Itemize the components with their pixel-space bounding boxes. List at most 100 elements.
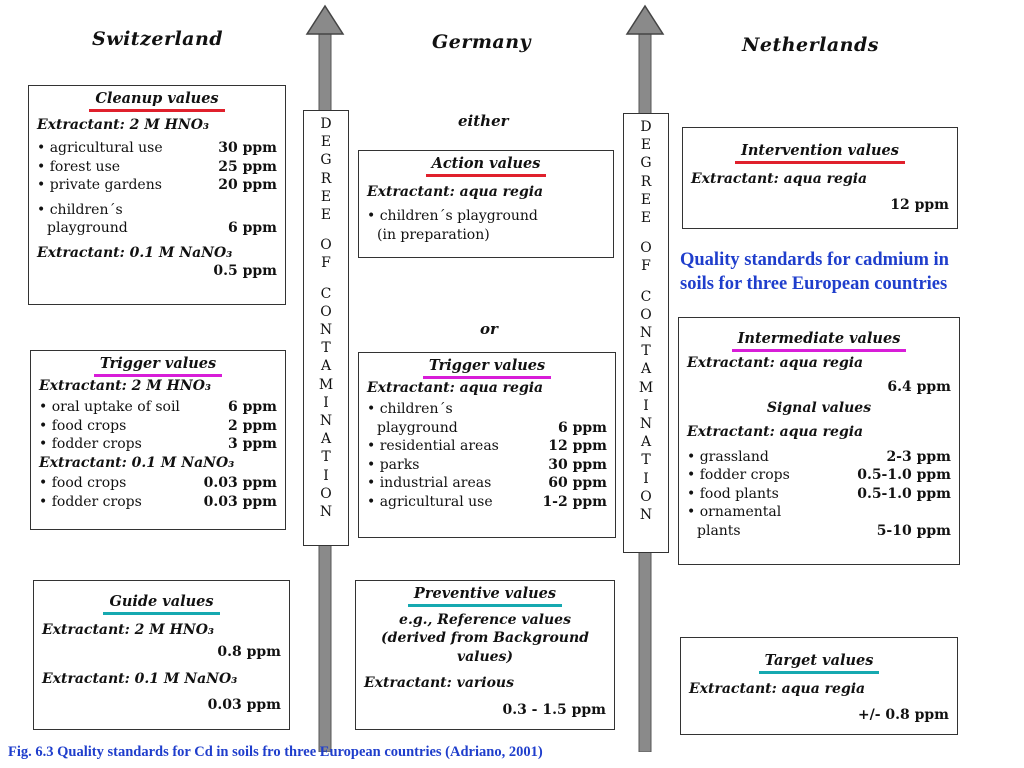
preventive-desc-3: values)	[456, 648, 514, 665]
germany-trigger-box: Trigger values Extractant: aqua regia • …	[358, 352, 616, 538]
netherlands-intermediate-box: Intermediate values Extractant: aqua reg…	[678, 317, 960, 565]
list-item: • parks 30 ppm	[367, 456, 607, 473]
list-item: • food crops 0.03 ppm	[39, 475, 277, 491]
action-item-line-2: (in preparation)	[377, 226, 490, 243]
list-item: • agricultural use 1-2 ppm	[367, 493, 607, 510]
axis-letter: T	[321, 340, 331, 357]
netherlands-target-box: Target values Extractant: aqua regia +/-…	[680, 637, 958, 735]
guide-value-2: 0.03 ppm	[207, 697, 281, 713]
axis-letter: G	[640, 155, 652, 172]
signal-extractant: Extractant: aqua regia	[687, 424, 864, 440]
axis-letter: I	[323, 394, 329, 411]
cleanup-extractant-1: Extractant: 2 M HNO₃	[37, 116, 210, 133]
country-switzerland: Switzerland	[92, 28, 224, 50]
axis-letter: O	[320, 237, 332, 254]
list-item: • grassland 2-3 ppm	[687, 448, 951, 465]
switzerland-cleanup-box: Cleanup values Extractant: 2 M HNO₃ • ag…	[28, 85, 286, 305]
axis-letter: F	[641, 258, 651, 275]
target-value: +/- 0.8 ppm	[857, 707, 949, 723]
list-item: • fodder crops 0.03 ppm	[39, 493, 277, 510]
list-item: • residential areas 12 ppm	[367, 438, 607, 454]
guide-extractant-2: Extractant: 0.1 M NaNO₃	[42, 670, 238, 687]
axis-letter	[304, 224, 348, 236]
list-item: • agricultural use 30 ppm	[37, 140, 277, 156]
axis-letter: O	[640, 240, 652, 257]
action-extractant: Extractant: aqua regia	[367, 183, 544, 200]
axis-letter: E	[320, 134, 332, 151]
intervention-title: Intervention values	[735, 142, 905, 164]
axis-letter: A	[320, 431, 332, 448]
axis-letter: C	[640, 288, 652, 305]
trigger-extractant-2: Extractant: 0.1 M NaNO₃	[39, 454, 235, 471]
axis-letter: N	[639, 325, 653, 342]
germany-preventive-box: Preventive values e.g., Reference values…	[355, 580, 615, 730]
trigger-title: Trigger values	[93, 355, 223, 377]
intermediate-value: 6.4 ppm	[887, 379, 951, 395]
axis-letter: O	[320, 303, 332, 320]
netherlands-intervention-box: Intervention values Extractant: aqua reg…	[682, 127, 958, 229]
axis-letter: G	[320, 152, 332, 169]
country-germany: Germany	[432, 31, 532, 53]
axis-letter: A	[320, 358, 332, 375]
axis-letter	[624, 276, 668, 288]
axis-letter: O	[640, 306, 652, 323]
list-item: • oral uptake of soil 6 ppm	[39, 399, 277, 415]
axis-letter: N	[319, 413, 333, 430]
intermediate-title: Intermediate values	[731, 330, 907, 352]
germany-action-box: Action values Extractant: aqua regia • c…	[358, 150, 614, 258]
guide-title: Guide values	[103, 593, 220, 615]
axis-letter: R	[640, 173, 652, 190]
axis-letter: I	[323, 467, 329, 484]
axis-letter: N	[319, 322, 333, 339]
intervention-extractant: Extractant: aqua regia	[691, 170, 868, 187]
axis-letter: A	[640, 361, 652, 378]
guide-extractant-1: Extractant: 2 M HNO₃	[42, 621, 215, 638]
guide-value-1: 0.8 ppm	[217, 644, 281, 660]
germany-trigger-title: Trigger values	[422, 357, 552, 379]
axis-letter: I	[643, 470, 649, 487]
list-item: • fodder crops 0.5-1.0 ppm	[687, 467, 951, 483]
axis-letter: D	[640, 119, 652, 135]
axis-letter: A	[640, 434, 652, 451]
axis-letter: R	[320, 170, 332, 187]
axis-letter: I	[643, 397, 649, 414]
list-item: • fodder crops 3 ppm	[39, 436, 277, 452]
list-item: • children´s playground 6 ppm	[367, 401, 607, 436]
axis-letter: E	[640, 191, 652, 208]
germany-trigger-extractant: Extractant: aqua regia	[367, 379, 544, 396]
connector-or: or	[480, 320, 498, 338]
cleanup-value-2: 0.5 ppm	[213, 263, 277, 279]
axis-letter: D	[320, 116, 332, 132]
axis-letter: N	[319, 504, 333, 521]
axis-letter: E	[320, 188, 332, 205]
preventive-title: Preventive values	[407, 585, 563, 607]
list-item: • private gardens 20 ppm	[37, 177, 277, 193]
switzerland-guide-box: Guide values Extractant: 2 M HNO₃ 0.8 pp…	[33, 580, 290, 730]
axis-letter: N	[639, 507, 653, 524]
axis-letter: E	[640, 137, 652, 154]
axis-letter: F	[321, 255, 331, 272]
preventive-value: 0.3 - 1.5 ppm	[502, 701, 606, 718]
action-item-line-1: • children´s playground	[367, 208, 538, 224]
target-extractant: Extractant: aqua regia	[689, 680, 866, 697]
axis-letter: T	[321, 449, 331, 466]
intermediate-extractant: Extractant: aqua regia	[687, 354, 864, 371]
axis-letter: O	[640, 488, 652, 505]
list-item: • ornamental plants 5-10 ppm	[687, 504, 951, 539]
axis-letter: M	[318, 376, 334, 393]
preventive-extractant: Extractant: various	[364, 675, 514, 691]
trigger-extractant-1: Extractant: 2 M HNO₃	[39, 377, 212, 394]
axis-letter: M	[638, 379, 654, 396]
axis-letter: O	[320, 485, 332, 502]
axis-letter: C	[320, 285, 332, 302]
axis-letter	[304, 273, 348, 285]
list-item: • industrial areas 60 ppm	[367, 475, 607, 491]
list-item: • forest use 25 ppm	[37, 158, 277, 175]
country-netherlands: Netherlands	[742, 34, 879, 56]
preventive-desc-1: e.g., Reference values	[399, 611, 571, 628]
axis-letter: T	[641, 452, 651, 469]
list-item: • food crops 2 ppm	[39, 417, 277, 434]
diagram-heading: Quality standards for cadmium in soils f…	[680, 250, 949, 294]
